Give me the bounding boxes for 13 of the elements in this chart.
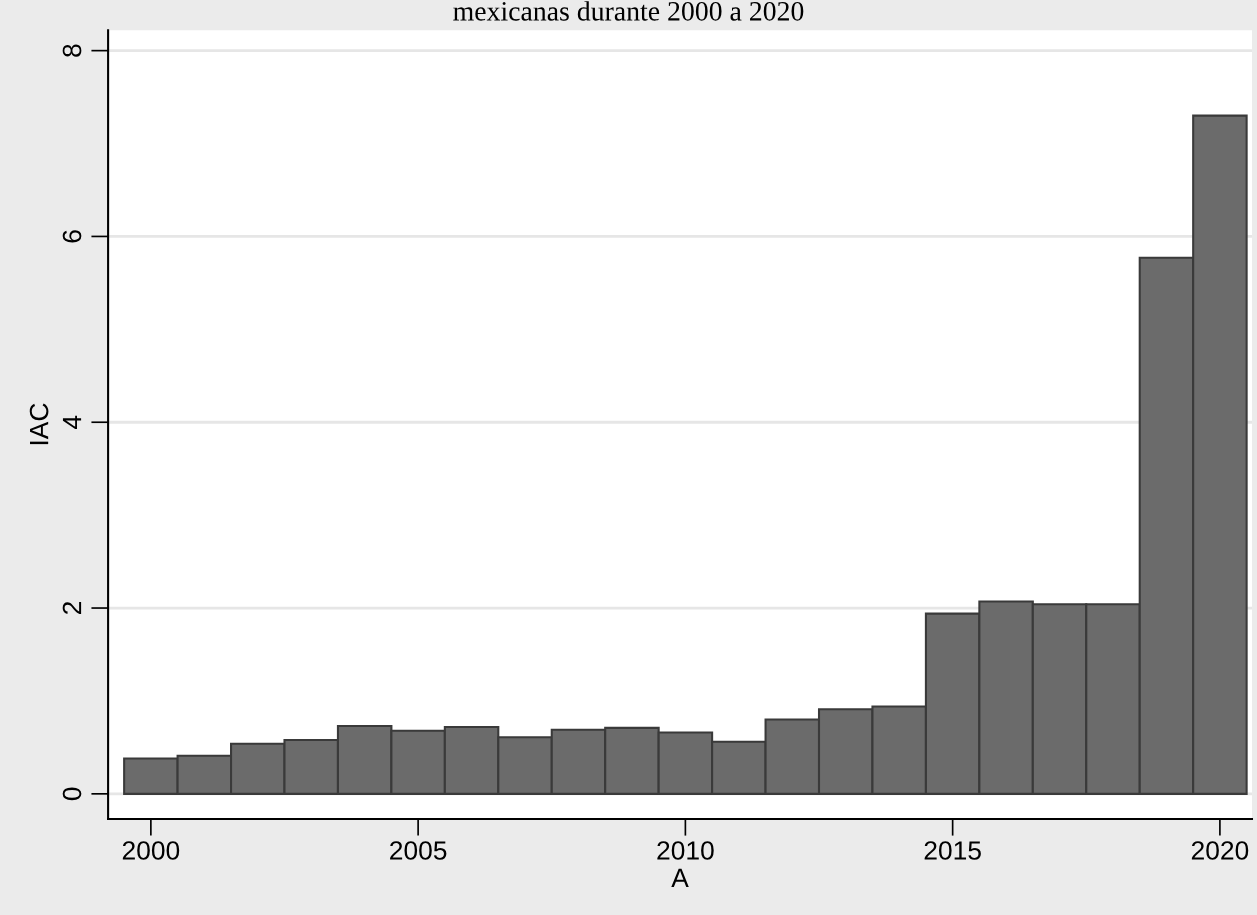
x-tick-label: 2005 [390,841,447,860]
x-tick-label: 2020 [1191,841,1249,860]
y-tick-label: 2 [62,602,82,615]
x-axis-title: A [671,868,689,887]
x-tick-label: 2010 [657,841,714,860]
y-axis-title: IAC [29,403,49,445]
chart-title: mexicanas durante 2000 a 2020 [453,1,804,21]
y-tick-label: 8 [62,44,82,57]
y-tick-label: 6 [62,230,82,243]
y-tick-label: 0 [62,787,82,801]
x-tick-label: 2000 [122,841,180,860]
x-tick-label: 2015 [924,841,981,860]
y-tick-label: 4 [62,415,82,429]
